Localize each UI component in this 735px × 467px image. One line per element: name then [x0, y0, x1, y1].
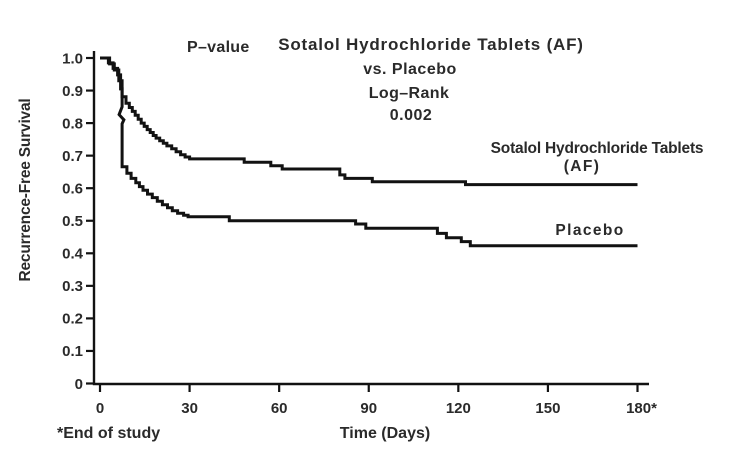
x-tick-label: 120: [446, 400, 471, 417]
y-tick-label: 0.8: [62, 115, 83, 132]
y-tick-label: 0.1: [62, 343, 83, 360]
y-tick-label: 0.5: [62, 213, 83, 230]
series-label-sotalol-line-1: Sotalol Hydrochloride Tablets: [490, 140, 704, 157]
p-value-number: 0.002: [389, 107, 433, 124]
x-tick-label: 90: [360, 400, 377, 417]
x-tick-label: 150: [535, 400, 560, 417]
sotalol-survival-curve: [100, 56, 638, 187]
y-axis-title: Recurrence-Free Survival: [17, 98, 34, 282]
y-tick-label: 0.6: [62, 180, 83, 197]
x-axis-title: Time (Days): [339, 425, 431, 442]
y-tick-label: 0.4: [62, 246, 84, 263]
placebo-survival-curve: [100, 56, 638, 248]
y-tick-label: 1.0: [62, 50, 83, 67]
series-label-placebo: Placebo: [555, 222, 625, 239]
x-tick-label: 180*: [626, 400, 657, 417]
y-tick-label: 0: [75, 376, 83, 393]
x-tick-label: 30: [181, 400, 198, 417]
y-tick-label: 0.7: [62, 148, 83, 165]
chart-title-line-2: vs. Placebo: [363, 61, 457, 78]
series-label-sotalol-line-2: (AF): [563, 158, 601, 175]
p-value-heading: P–value: [187, 39, 250, 56]
chart-title-line-3: Log–Rank: [368, 85, 450, 102]
x-tick-label: 0: [96, 400, 104, 417]
x-tick-label: 60: [271, 400, 288, 417]
chart-title-line-1: Sotalol Hydrochloride Tablets (AF): [278, 35, 584, 54]
y-tick-label: 0.3: [62, 278, 83, 295]
y-tick-label: 0.2: [62, 311, 83, 328]
end-of-study-footnote: *End of study: [57, 425, 161, 442]
y-tick-label: 0.9: [62, 83, 83, 100]
